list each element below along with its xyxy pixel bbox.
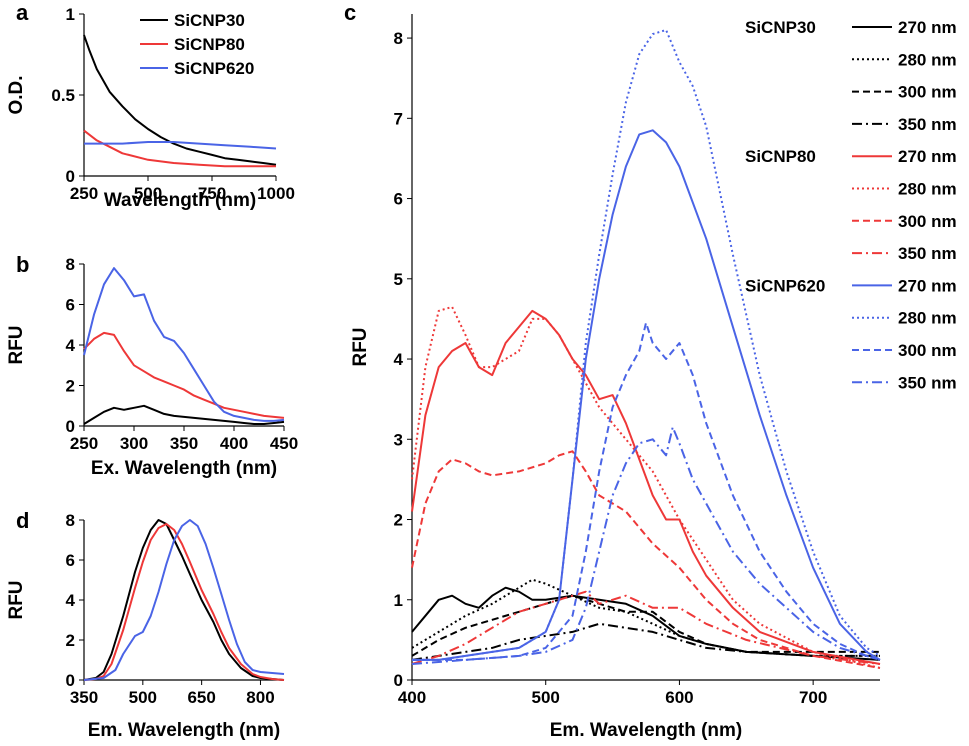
legend-label: SiCNP30 xyxy=(174,11,245,30)
y-tick-label: 6 xyxy=(66,296,75,315)
x-tick-label: 750 xyxy=(198,184,226,203)
y-axis-label: RFU xyxy=(6,580,27,619)
x-tick-label: 800 xyxy=(246,688,274,707)
series-line-sicnp620 xyxy=(84,141,277,150)
series-line-sicnp80 xyxy=(83,523,285,681)
y-tick-label: 3 xyxy=(394,430,403,449)
legend-label: 280 nm xyxy=(898,309,957,328)
series-line-sicnp620 xyxy=(83,519,285,681)
y-tick-label: 0 xyxy=(66,167,75,186)
panel-letter: c xyxy=(344,0,356,25)
series-group xyxy=(411,29,881,669)
legend-label: 300 nm xyxy=(898,341,957,360)
x-tick-label: 600 xyxy=(665,688,693,707)
y-tick-label: 4 xyxy=(66,336,76,355)
y-tick-label: 7 xyxy=(394,109,403,128)
y-tick-label: 0 xyxy=(66,671,75,690)
x-tick-label: 250 xyxy=(70,434,98,453)
series-group xyxy=(83,519,285,681)
legend-label: 350 nm xyxy=(898,244,957,263)
x-tick-label: 700 xyxy=(799,688,827,707)
series-line-sicnp80 xyxy=(83,331,285,419)
y-axis-label: RFU xyxy=(350,327,371,366)
y-tick-label: 0 xyxy=(66,417,75,436)
chart-panel-c: c 400 500 600 700 0 1 2 3 4 5 6 7 8 Em. Wavelength (nm… xyxy=(344,0,957,741)
legend-label: SiCNP620 xyxy=(174,59,254,78)
series-line-sicnp620-300-nm xyxy=(412,321,881,661)
chart-panel-d: d 350 500 650 800 0 2 4 6 8 Em. Wavelength (nm) RFU xyxy=(6,508,285,741)
legend-group-label: SiCNP620 xyxy=(745,276,825,295)
series-line-sicnp30 xyxy=(83,404,285,425)
x-tick-label: 500 xyxy=(532,688,560,707)
x-tick-label: 500 xyxy=(129,688,157,707)
series-line-sicnp80-300-nm xyxy=(411,450,881,669)
legend-a: SiCNP30 SiCNP80 SiCNP620 xyxy=(140,11,254,78)
y-axis-label: O.D. xyxy=(6,75,27,114)
y-axis-label: RFU xyxy=(6,325,27,364)
legend-label: 270 nm xyxy=(898,147,957,166)
series-line-sicnp620-270-nm xyxy=(412,129,881,661)
series-line-sicnp30-350-nm xyxy=(411,622,880,661)
x-axis-label: Em. Wavelength (nm) xyxy=(88,720,280,741)
y-tick-label: 5 xyxy=(394,270,403,289)
x-tick-label: 350 xyxy=(170,434,198,453)
y-tick-label: 6 xyxy=(394,190,403,209)
series-group xyxy=(83,34,277,168)
series-group xyxy=(83,267,285,425)
legend-label: 280 nm xyxy=(898,50,957,69)
series-line-sicnp80-280-nm xyxy=(411,305,881,669)
y-tick-label: 4 xyxy=(66,591,76,610)
legend-label: 350 nm xyxy=(898,373,957,392)
x-tick-label: 500 xyxy=(134,184,162,203)
y-tick-label: 0 xyxy=(394,671,403,690)
y-tick-label: 1 xyxy=(66,5,75,24)
x-tick-label: 300 xyxy=(120,434,148,453)
y-tick-label: 4 xyxy=(394,350,404,369)
legend-label: 300 nm xyxy=(898,83,957,102)
y-tick-label: 1 xyxy=(394,591,403,610)
series-line-sicnp620-280-nm xyxy=(412,29,881,661)
x-axis-label: Em. Wavelength (nm) xyxy=(550,720,742,741)
x-tick-label: 650 xyxy=(187,688,215,707)
x-tick-label: 450 xyxy=(270,434,298,453)
chart-panel-a: a 250 500 750 1000 0 0.5 1 Wavelength (nm) O.D. Si… xyxy=(6,0,295,211)
y-tick-label: 8 xyxy=(394,29,403,48)
panel-letter: d xyxy=(16,508,29,533)
legend-label: 300 nm xyxy=(898,212,957,231)
legend-group-label: SiCNP80 xyxy=(745,147,816,166)
series-line-sicnp30 xyxy=(83,519,285,681)
panel-letter: b xyxy=(16,252,29,277)
y-tick-label: 2 xyxy=(66,377,75,396)
x-tick-label: 400 xyxy=(220,434,248,453)
legend-label: 280 nm xyxy=(898,180,957,199)
y-tick-label: 8 xyxy=(66,255,75,274)
x-tick-label: 400 xyxy=(398,688,426,707)
chart-panel-b: b 250 300 350 400 450 0 2 4 6 8 Ex. Wavelength (nm)… xyxy=(6,252,298,479)
series-line-sicnp80-350-nm xyxy=(411,590,881,665)
y-tick-label: 6 xyxy=(66,551,75,570)
legend-label: SiCNP80 xyxy=(174,35,245,54)
legend-label: 350 nm xyxy=(898,115,957,134)
x-tick-label: 350 xyxy=(70,688,98,707)
y-tick-label: 2 xyxy=(394,511,403,530)
x-axis-label: Ex. Wavelength (nm) xyxy=(91,458,277,479)
legend-label: 270 nm xyxy=(898,276,957,295)
series-line-sicnp620 xyxy=(83,267,285,422)
series-line-sicnp620-350-nm xyxy=(411,426,881,665)
panel-letter: a xyxy=(16,0,29,25)
x-axis-label: Wavelength (nm) xyxy=(104,190,256,211)
series-line-sicnp30-280-nm xyxy=(411,578,880,657)
legend-c: 270 nm 280 nm 300 nm 350 nm 270 nm 280 nm 300 … xyxy=(745,18,957,392)
y-tick-label: 8 xyxy=(66,511,75,530)
y-tick-label: 2 xyxy=(66,631,75,650)
x-tick-label: 250 xyxy=(70,184,98,203)
legend-label: 270 nm xyxy=(898,18,957,37)
series-line-sicnp30 xyxy=(83,34,277,166)
series-line-sicnp80-270-nm xyxy=(411,309,881,665)
x-tick-label: 1000 xyxy=(257,184,295,203)
legend-group-label: SiCNP30 xyxy=(745,18,816,37)
y-tick-label: 0.5 xyxy=(51,86,75,105)
